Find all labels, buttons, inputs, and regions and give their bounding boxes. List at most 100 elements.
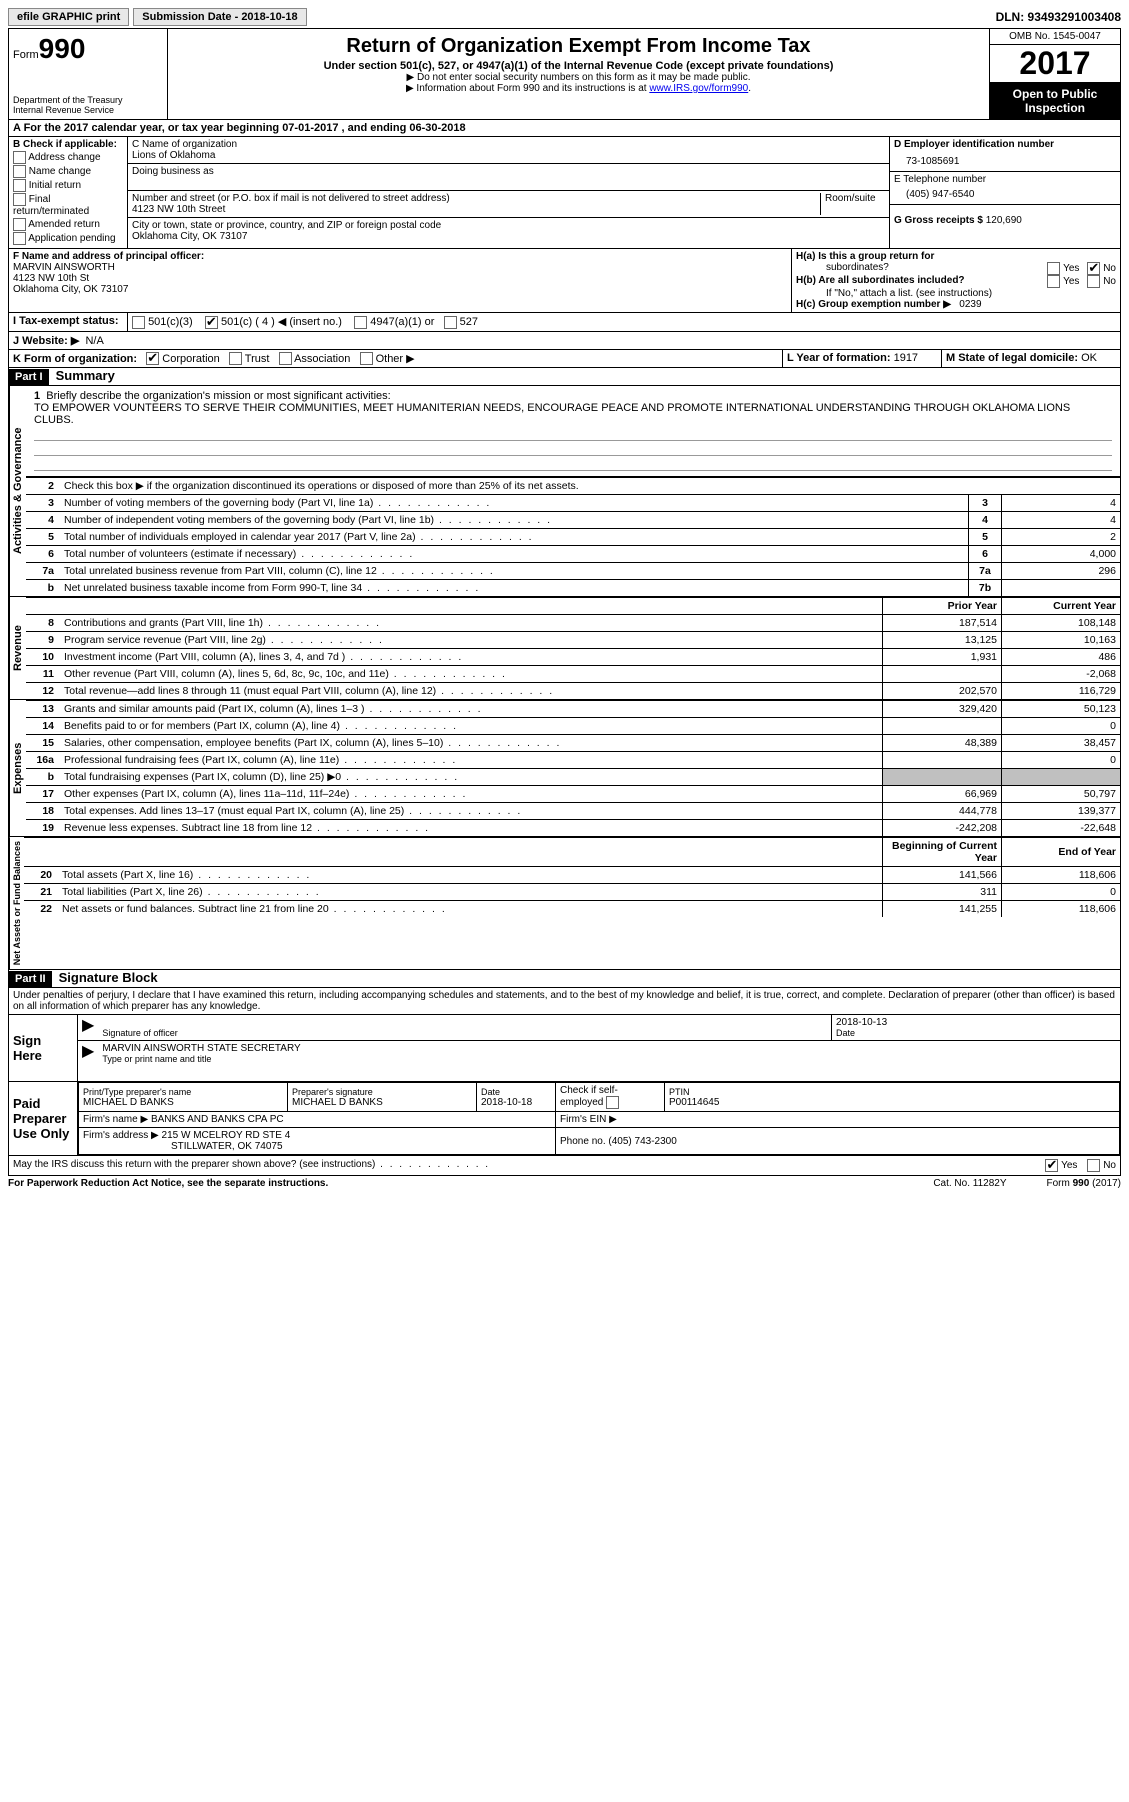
section-i: I Tax-exempt status: 501(c)(3) 501(c) ( … <box>8 313 1121 332</box>
table-row: 7aTotal unrelated business revenue from … <box>26 563 1120 580</box>
form-subtitle: Under section 501(c), 527, or 4947(a)(1)… <box>176 60 981 72</box>
note-ssn: ▶ Do not enter social security numbers o… <box>176 72 981 83</box>
cb-4947[interactable] <box>354 316 367 329</box>
section-c: C Name of organization Lions of Oklahoma… <box>128 137 889 248</box>
ein-cell: D Employer identification number 73-1085… <box>890 137 1120 172</box>
ha-yes[interactable]: Yes <box>1047 262 1079 275</box>
dba-cell: Doing business as <box>128 164 889 191</box>
year-formation-label: L Year of formation: <box>787 352 891 364</box>
org-name-label: C Name of organization <box>132 139 885 150</box>
website-value: N/A <box>85 335 103 347</box>
cb-initial[interactable]: Initial return <box>13 179 123 192</box>
gross-label: G Gross receipts $ <box>894 215 983 226</box>
tax-status-label: I Tax-exempt status: <box>13 315 119 327</box>
hdr-current: Current Year <box>1002 598 1121 615</box>
cb-amended[interactable]: Amended return <box>13 218 123 231</box>
addr-cell: Number and street (or P.O. box if mail i… <box>128 191 889 218</box>
table-row: 4Number of independent voting members of… <box>26 512 1120 529</box>
cb-other[interactable] <box>360 352 373 365</box>
footer-left: For Paperwork Reduction Act Notice, see … <box>8 1178 328 1189</box>
declaration: Under penalties of perjury, I declare th… <box>9 988 1120 1014</box>
part1-title: Summary <box>52 368 115 383</box>
hc-label: H(c) Group exemption number ▶ <box>796 299 951 310</box>
website-label: J Website: ▶ <box>13 335 79 347</box>
netassets-section: Net Assets or Fund Balances Beginning of… <box>8 837 1121 970</box>
section-f: F Name and address of principal officer:… <box>9 249 791 312</box>
header-left: Form990 Department of the Treasury Inter… <box>9 29 168 119</box>
cb-name[interactable]: Name change <box>13 165 123 178</box>
prep-row2: Firm's name ▶ BANKS AND BANKS CPA PC Fir… <box>79 1112 1120 1128</box>
part2-header-row: Part II Signature Block <box>8 970 1121 988</box>
cb-501c3[interactable] <box>132 316 145 329</box>
cb-trust[interactable] <box>229 352 242 365</box>
section-h: H(a) Is this a group return for subordin… <box>791 249 1120 312</box>
efile-button[interactable]: efile GRAPHIC print <box>8 8 129 26</box>
ein-label: D Employer identification number <box>894 139 1054 150</box>
cb-527[interactable] <box>444 316 457 329</box>
line-2: 2Check this box ▶ if the organization di… <box>26 478 1120 495</box>
inspect-line2: Inspection <box>994 101 1116 115</box>
discuss-yes[interactable]: Yes <box>1045 1159 1077 1172</box>
table-row: 8Contributions and grants (Part VIII, li… <box>26 615 1120 632</box>
table-row: 22Net assets or fund balances. Subtract … <box>24 901 1120 918</box>
hb-no[interactable]: No <box>1087 275 1116 288</box>
ha-no[interactable]: No <box>1087 262 1116 275</box>
table-row: 14Benefits paid to or for members (Part … <box>26 718 1120 735</box>
form-org-label: K Form of organization: <box>13 353 137 365</box>
prep-row3: Firm's address ▶ 215 W MCELROY RD STE 4S… <box>79 1128 1120 1155</box>
cb-corp[interactable] <box>146 352 159 365</box>
officer-addr: 4123 NW 10th St <box>13 273 787 284</box>
cb-assoc[interactable] <box>279 352 292 365</box>
form-number: Form990 <box>13 33 163 65</box>
table-row: 12Total revenue—add lines 8 through 11 (… <box>26 683 1120 700</box>
irs-link[interactable]: www.IRS.gov/form990 <box>649 83 748 94</box>
vert-revenue: Revenue <box>9 597 26 699</box>
expenses-section: Expenses 13Grants and similar amounts pa… <box>8 700 1121 837</box>
cb-501c[interactable] <box>205 316 218 329</box>
hb-label: H(b) Are all subordinates included? <box>796 275 965 288</box>
prep-row1: Print/Type preparer's nameMICHAEL D BANK… <box>79 1083 1120 1112</box>
inspect-line1: Open to Public <box>994 87 1116 101</box>
cb-final[interactable]: Final return/terminated <box>13 193 123 217</box>
discuss-label: May the IRS discuss this return with the… <box>13 1159 490 1172</box>
footer-right: Form 990 (2017) <box>1047 1178 1121 1189</box>
form-label: Form <box>13 49 39 61</box>
sections-klm: K Form of organization: Corporation Trus… <box>8 350 1121 369</box>
domicile: OK <box>1081 352 1097 364</box>
table-row: 16aProfessional fundraising fees (Part I… <box>26 752 1120 769</box>
table-row: 3Number of voting members of the governi… <box>26 495 1120 512</box>
form-990: 990 <box>39 33 86 64</box>
cb-self-employed[interactable] <box>606 1096 619 1109</box>
discuss-row: May the IRS discuss this return with the… <box>9 1155 1120 1175</box>
sections-bcd: B Check if applicable: Address change Na… <box>8 137 1121 249</box>
cb-pending[interactable]: Application pending <box>13 232 123 245</box>
section-b: B Check if applicable: Address change Na… <box>9 137 128 248</box>
form-title: Return of Organization Exempt From Incom… <box>176 35 981 58</box>
table-row: 6Total number of volunteers (estimate if… <box>26 546 1120 563</box>
signature-block: Under penalties of perjury, I declare th… <box>8 988 1121 1176</box>
omb-number: OMB No. 1545-0047 <box>990 29 1120 45</box>
type-name-label: Type or print name and title <box>102 1054 1116 1064</box>
city-label: City or town, state or province, country… <box>132 220 885 231</box>
activities-governance-section: Activities & Governance 1 Briefly descri… <box>8 386 1121 597</box>
room-label: Room/suite <box>825 193 885 204</box>
vert-expenses: Expenses <box>9 700 26 836</box>
officer-name: MARVIN AINSWORTH <box>13 262 787 273</box>
arrow-icon-2: ▶ <box>78 1041 98 1066</box>
ha-label: H(a) Is this a group return for <box>796 251 934 262</box>
sig-officer-label: Signature of officer <box>102 1028 827 1038</box>
discuss-no[interactable]: No <box>1087 1159 1116 1172</box>
officer-city: Oklahoma City, OK 73107 <box>13 284 787 295</box>
rev-header: Prior YearCurrent Year <box>26 598 1120 615</box>
cb-address[interactable]: Address change <box>13 151 123 164</box>
footer-mid: Cat. No. 11282Y <box>933 1178 1006 1189</box>
table-row: 10Investment income (Part VIII, column (… <box>26 649 1120 666</box>
page-footer: For Paperwork Reduction Act Notice, see … <box>8 1176 1121 1189</box>
hb-yes[interactable]: Yes <box>1047 275 1079 288</box>
preparer-table: Print/Type preparer's nameMICHAEL D BANK… <box>78 1082 1120 1155</box>
submission-button[interactable]: Submission Date - 2018-10-18 <box>133 8 306 26</box>
net-table: Beginning of Current YearEnd of Year 20T… <box>24 837 1120 917</box>
header-right: OMB No. 1545-0047 2017 Open to Public In… <box>989 29 1120 119</box>
table-row: 15Salaries, other compensation, employee… <box>26 735 1120 752</box>
hb-row: H(b) Are all subordinates included? Yes … <box>796 275 1116 288</box>
